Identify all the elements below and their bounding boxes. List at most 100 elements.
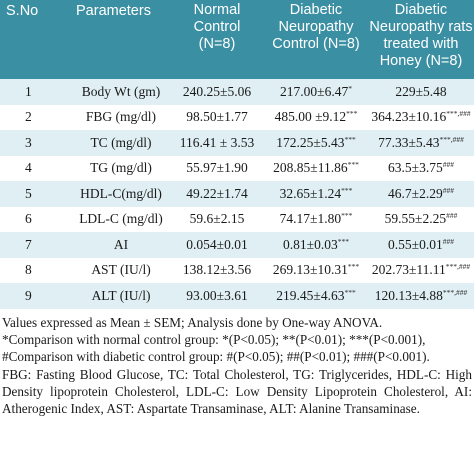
cell-diabetic-control-significance: ***: [341, 211, 353, 221]
cell-parameter: LDL-C (mg/dl): [72, 207, 170, 233]
cell-parameter: ALT (IU/l): [72, 283, 170, 309]
footnote-diabetic-text: #Comparison with diabetic control group:…: [2, 349, 430, 365]
cell-diabetic-control-significance: ***: [347, 262, 360, 272]
cell-sno: 6: [0, 207, 72, 233]
table-row: 3 TC (mg/dl) 116.41 ± 3.53 172.25±5.43*** 77…: [0, 130, 474, 156]
table-row: 1 Body Wt (gm) 240.25±5.06 217.00±6.47* 229±…: [0, 79, 474, 105]
header-parameters: Parameters: [76, 3, 151, 19]
cell-parameter-value: TC (mg/dl): [90, 134, 152, 150]
cell-honey-treated-significance: ***,###: [442, 287, 468, 297]
footnote-normal-comparison: *Comparison with normal control group: *…: [2, 331, 472, 348]
cell-parameter-value: ALT (IU/l): [91, 287, 151, 303]
cell-parameter: HDL-C(mg/dl): [72, 181, 170, 207]
cell-normal-control: 138.12±3.56: [170, 258, 264, 284]
cell-honey-treated: 77.33±5.43***,###: [368, 130, 474, 156]
cell-sno-value: 4: [25, 160, 32, 176]
cell-sno: 9: [0, 283, 72, 309]
cell-normal-control: 116.41 ± 3.53: [170, 130, 264, 156]
table-row: 5 HDL-C(mg/dl) 49.22±1.74 32.65±1.24*** 46.7…: [0, 181, 474, 207]
cell-diabetic-control-value: 269.13±10.31: [272, 262, 348, 278]
cell-sno: 4: [0, 156, 72, 182]
table-body: 1 Body Wt (gm) 240.25±5.06 217.00±6.47* 229±…: [0, 79, 474, 309]
cell-sno-value: 9: [25, 287, 32, 303]
cell-sno: 7: [0, 232, 72, 258]
cell-normal-control-value: 49.22±1.74: [186, 185, 248, 201]
cell-diabetic-control: 0.81±0.03***: [264, 232, 368, 258]
header-normal-line-1: Normal: [193, 2, 241, 18]
cell-parameter: FBG (mg/dl): [72, 105, 170, 131]
header-diabetic-control: Diabetic Neuropathy Control (N=8): [264, 0, 368, 79]
header-honey-line-2: Neuropathy rats: [369, 19, 473, 35]
header-sno: S.No: [6, 3, 39, 19]
table-row: 6 LDL-C (mg/dl) 59.6±2.15 74.17±1.80*** 59.5…: [0, 206, 474, 233]
cell-honey-treated-value: 364.23±10.16: [371, 109, 447, 125]
cell-sno-value: 3: [25, 134, 32, 150]
footnote-stats: Values expressed as Mean ± SEM; Analysis…: [2, 315, 383, 330]
cell-normal-control: 49.22±1.74: [170, 181, 264, 207]
cell-diabetic-control-significance: ***: [344, 134, 356, 144]
cell-honey-treated-value: 229±5.48: [395, 83, 447, 99]
cell-honey-treated: 229±5.48: [368, 79, 474, 105]
table-row: 2 FBG (mg/dl) 98.50±1.77 485.00 ±9.12*** 364…: [0, 104, 474, 131]
table-row: 4 TG (mg/dl) 55.97±1.90 208.85±11.86*** 63.5…: [0, 155, 474, 182]
cell-parameter: TC (mg/dl): [72, 130, 170, 156]
cell-normal-control: 93.00±3.61: [170, 283, 264, 309]
results-table: S.No Parameters Normal Control (N=8) Dia…: [0, 0, 474, 309]
cell-honey-treated-significance: ###: [446, 211, 458, 221]
cell-parameter-value: FBG (mg/dl): [85, 109, 157, 125]
cell-honey-treated-value: 120.13±4.88: [374, 287, 443, 303]
cell-sno-value: 5: [25, 185, 32, 201]
cell-parameter: AST (IU/l): [72, 258, 170, 284]
cell-parameter-value: AST (IU/l): [91, 262, 151, 278]
cell-diabetic-control-significance: ***: [346, 109, 358, 119]
header-honey-treated: Diabetic Neuropathy rats treated with Ho…: [368, 0, 474, 79]
cell-diabetic-control: 208.85±11.86***: [264, 156, 368, 182]
cell-parameter: AI: [72, 232, 170, 258]
cell-parameter: Body Wt (gm): [72, 79, 170, 105]
cell-diabetic-control: 172.25±5.43***: [264, 130, 368, 156]
header-diabetic-line-3: Control (N=8): [272, 36, 360, 52]
cell-normal-control-value: 59.6±2.15: [189, 211, 245, 227]
cell-normal-control: 98.50±1.77: [170, 105, 264, 131]
cell-sno: 2: [0, 105, 72, 131]
cell-parameter-value: LDL-C (mg/dl): [79, 211, 163, 227]
cell-honey-treated: 120.13±4.88***,###: [368, 283, 474, 309]
header-diabetic-line-2: Neuropathy: [278, 19, 354, 35]
cell-honey-treated-value: 77.33±5.43: [378, 134, 440, 150]
footnote-diabetic-comparison: #Comparison with diabetic control group:…: [2, 348, 472, 365]
footnote-abbreviations: FBG: Fasting Blood Glucose, TC: Total Ch…: [2, 366, 472, 417]
cell-diabetic-control: 74.17±1.80***: [264, 207, 368, 233]
cell-diabetic-control: 269.13±10.31***: [264, 258, 368, 284]
cell-normal-control-value: 138.12±3.56: [182, 262, 252, 278]
cell-sno: 8: [0, 258, 72, 284]
cell-parameter-value: AI: [113, 236, 129, 252]
results-table-container: S.No Parameters Normal Control (N=8) Dia…: [0, 0, 474, 309]
cell-sno-value: 6: [25, 211, 32, 227]
cell-diabetic-control-value: 219.45±4.63: [276, 287, 345, 303]
cell-parameter-value: Body Wt (gm): [81, 83, 161, 99]
cell-honey-treated-significance: ###: [442, 236, 454, 246]
cell-diabetic-control-significance: ***: [347, 160, 359, 170]
header-honey-line-4: Honey (N=8): [379, 53, 463, 69]
cell-honey-treated-significance: ***,###: [446, 109, 471, 119]
table-row: 9 ALT (IU/l) 93.00±3.61 219.45±4.63*** 120.1…: [0, 283, 474, 309]
cell-diabetic-control-value: 485.00 ±9.12: [274, 109, 347, 125]
header-normal-control: Normal Control (N=8): [170, 0, 264, 79]
cell-sno: 3: [0, 130, 72, 156]
cell-sno-value: 1: [25, 83, 32, 99]
cell-diabetic-control-value: 74.17±1.80: [279, 211, 342, 227]
cell-diabetic-control-value: 172.25±5.43: [276, 134, 345, 150]
cell-normal-control-value: 93.00±3.61: [186, 287, 248, 303]
cell-sno-value: 7: [25, 236, 32, 252]
table-header-row: S.No Parameters Normal Control (N=8) Dia…: [0, 0, 474, 79]
cell-normal-control: 0.054±0.01: [170, 232, 264, 258]
cell-diabetic-control: 32.65±1.24***: [264, 181, 368, 207]
cell-diabetic-control: 219.45±4.63***: [264, 283, 368, 309]
cell-honey-treated-value: 46.7±2.29: [388, 185, 443, 201]
header-honey-line-3: treated with: [383, 36, 459, 52]
cell-honey-treated: 59.55±2.25###: [368, 207, 474, 233]
cell-diabetic-control-value: 0.81±0.03: [283, 236, 338, 252]
cell-honey-treated: 364.23±10.16***,###: [368, 105, 474, 131]
cell-normal-control-value: 98.50±1.77: [186, 109, 248, 125]
cell-honey-treated-significance: ###: [442, 160, 454, 170]
